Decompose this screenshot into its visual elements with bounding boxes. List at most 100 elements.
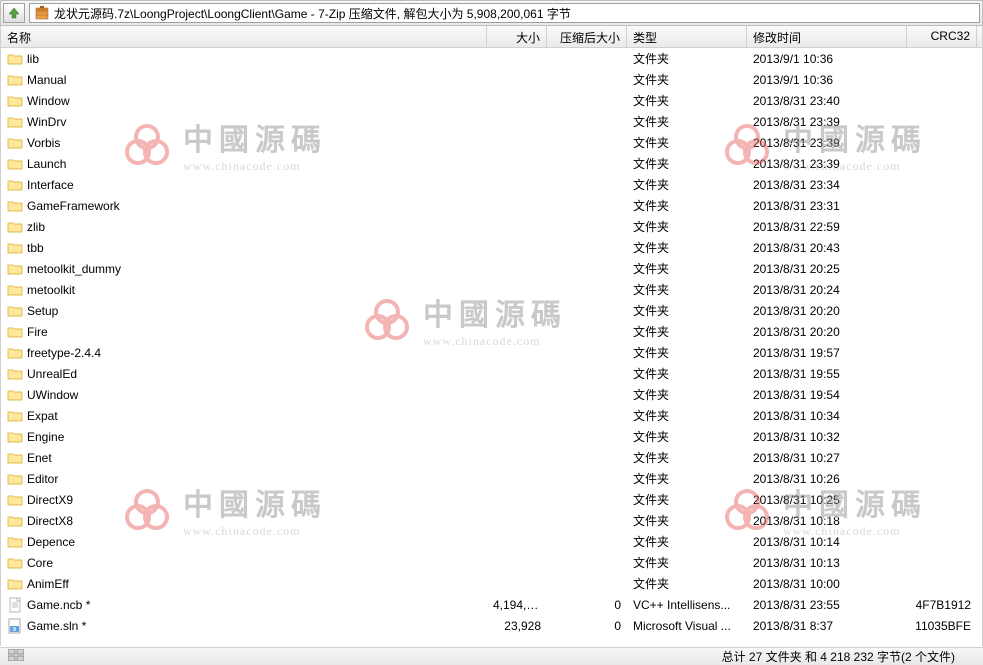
file-name-cell: metoolkit_dummy: [1, 259, 487, 279]
file-name: UnrealEd: [27, 367, 77, 381]
file-date: 2013/8/31 20:20: [747, 302, 907, 320]
file-type: 文件夹: [627, 279, 747, 300]
file-packed: [547, 372, 627, 376]
file-name: Setup: [27, 304, 58, 318]
file-packed: [547, 162, 627, 166]
file-packed: [547, 351, 627, 355]
file-name-cell: Engine: [1, 427, 487, 447]
file-crc: [907, 309, 977, 313]
table-row[interactable]: Editor文件夹2013/8/31 10:26: [1, 468, 982, 489]
file-crc: [907, 330, 977, 334]
table-row[interactable]: Vorbis文件夹2013/8/31 23:39: [1, 132, 982, 153]
file-name: DirectX8: [27, 514, 73, 528]
col-header-size[interactable]: 大小: [487, 26, 547, 47]
file-type: 文件夹: [627, 447, 747, 468]
table-row[interactable]: Depence文件夹2013/8/31 10:14: [1, 531, 982, 552]
file-size: [487, 351, 547, 355]
table-row[interactable]: UWindow文件夹2013/8/31 19:54: [1, 384, 982, 405]
archive-icon: [34, 5, 50, 21]
file-type: 文件夹: [627, 69, 747, 90]
file-packed: [547, 498, 627, 502]
table-row[interactable]: GameFramework文件夹2013/8/31 23:31: [1, 195, 982, 216]
file-crc: [907, 540, 977, 544]
table-row[interactable]: AnimEff文件夹2013/8/31 10:00: [1, 573, 982, 594]
table-row[interactable]: 9Game.sln *23,9280Microsoft Visual ...20…: [1, 615, 982, 636]
file-crc: [907, 183, 977, 187]
up-button[interactable]: [3, 3, 25, 23]
file-name: DirectX9: [27, 493, 73, 507]
file-size: [487, 582, 547, 586]
file-packed: [547, 120, 627, 124]
col-header-crc[interactable]: CRC32: [907, 26, 977, 47]
folder-icon: [7, 450, 23, 466]
table-row[interactable]: Launch文件夹2013/8/31 23:39: [1, 153, 982, 174]
file-packed: [547, 309, 627, 313]
table-row[interactable]: WinDrv文件夹2013/8/31 23:39: [1, 111, 982, 132]
table-row[interactable]: UnrealEd文件夹2013/8/31 19:55: [1, 363, 982, 384]
col-header-name[interactable]: 名称: [1, 26, 487, 47]
file-name: Launch: [27, 157, 66, 171]
file-crc: [907, 78, 977, 82]
file-name: Engine: [27, 430, 64, 444]
table-row[interactable]: metoolkit_dummy 文件夹2013/8/31 20:25: [1, 258, 982, 279]
file-name: Vorbis: [27, 136, 60, 150]
file-size: [487, 456, 547, 460]
table-row[interactable]: Interface文件夹2013/8/31 23:34: [1, 174, 982, 195]
svg-text:9: 9: [13, 627, 16, 633]
file-packed: [547, 99, 627, 103]
file-size: [487, 393, 547, 397]
folder-icon: [7, 513, 23, 529]
table-row[interactable]: Setup文件夹2013/8/31 20:20: [1, 300, 982, 321]
file-crc: [907, 519, 977, 523]
table-row[interactable]: lib文件夹2013/9/1 10:36: [1, 48, 982, 69]
table-row[interactable]: Expat文件夹2013/8/31 10:34: [1, 405, 982, 426]
table-row[interactable]: Fire文件夹2013/8/31 20:20: [1, 321, 982, 342]
file-type: 文件夹: [627, 237, 747, 258]
file-size: [487, 540, 547, 544]
file-date: 2013/8/31 10:00: [747, 575, 907, 593]
table-row[interactable]: Game.ncb *4,194,3040VC++ Intellisens...2…: [1, 594, 982, 615]
file-size: [487, 267, 547, 271]
file-name-cell: tbb: [1, 238, 487, 258]
path-bar[interactable]: 龙状元源码.7z\LoongProject\LoongClient\Game -…: [29, 3, 980, 23]
file-type: 文件夹: [627, 258, 747, 279]
file-list[interactable]: lib文件夹2013/9/1 10:36Manual文件夹2013/9/1 10…: [0, 48, 983, 646]
file-date: 2013/8/31 10:32: [747, 428, 907, 446]
file-crc: [907, 435, 977, 439]
table-row[interactable]: Enet文件夹2013/8/31 10:27: [1, 447, 982, 468]
file-name-cell: lib: [1, 49, 487, 69]
col-header-packed[interactable]: 压缩后大小: [547, 26, 627, 47]
file-packed: [547, 477, 627, 481]
file-type: 文件夹: [627, 405, 747, 426]
file-name: zlib: [27, 220, 45, 234]
file-name: GameFramework: [27, 199, 120, 213]
table-row[interactable]: tbb文件夹2013/8/31 20:43: [1, 237, 982, 258]
col-header-type[interactable]: 类型: [627, 26, 747, 47]
file-name: Enet: [27, 451, 52, 465]
file-date: 2013/8/31 22:59: [747, 218, 907, 236]
file-type: 文件夹: [627, 321, 747, 342]
table-row[interactable]: zlib文件夹2013/8/31 22:59: [1, 216, 982, 237]
file-name: metoolkit_dummy: [27, 262, 121, 276]
file-date: 2013/8/31 20:24: [747, 281, 907, 299]
folder-icon: [7, 51, 23, 67]
table-row[interactable]: Window文件夹2013/8/31 23:40: [1, 90, 982, 111]
table-row[interactable]: Engine文件夹2013/8/31 10:32: [1, 426, 982, 447]
file-date: 2013/8/31 23:39: [747, 134, 907, 152]
table-row[interactable]: DirectX9文件夹2013/8/31 10:25: [1, 489, 982, 510]
file-size: [487, 225, 547, 229]
file-packed: [547, 141, 627, 145]
file-date: 2013/8/31 20:25: [747, 260, 907, 278]
file-size: [487, 204, 547, 208]
up-arrow-icon: [7, 6, 21, 20]
table-row[interactable]: freetype-2.4.4文件夹2013/8/31 19:57: [1, 342, 982, 363]
table-row[interactable]: DirectX8文件夹2013/8/31 10:18: [1, 510, 982, 531]
file-name-cell: Game.ncb *: [1, 595, 487, 615]
table-row[interactable]: Manual文件夹2013/9/1 10:36: [1, 69, 982, 90]
file-type: 文件夹: [627, 573, 747, 594]
file-type: 文件夹: [627, 363, 747, 384]
table-row[interactable]: Core文件夹2013/8/31 10:13: [1, 552, 982, 573]
col-header-date[interactable]: 修改时间: [747, 26, 907, 47]
file-name: Interface: [27, 178, 74, 192]
table-row[interactable]: metoolkit文件夹2013/8/31 20:24: [1, 279, 982, 300]
